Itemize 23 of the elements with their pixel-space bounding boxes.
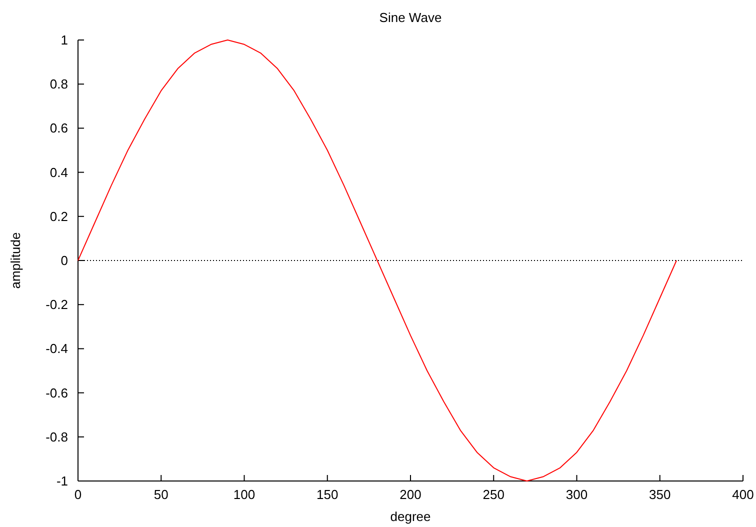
x-tick-label: 0 — [74, 487, 82, 502]
y-tick-label: -0.4 — [46, 341, 68, 356]
y-tick-label: 0.6 — [50, 120, 68, 136]
x-tick-label: 50 — [154, 487, 168, 502]
y-axis-title: amplitude — [8, 232, 23, 289]
y-tick-label: -0.6 — [46, 385, 68, 400]
chart-title: Sine Wave — [379, 10, 442, 25]
y-tick-label: -0.8 — [46, 429, 68, 444]
y-tick-label: 1 — [60, 32, 68, 48]
x-tick-label: 200 — [400, 487, 422, 502]
x-tick-label: 250 — [482, 487, 504, 502]
x-tick-label: 400 — [732, 487, 754, 502]
y-tick-label: -1 — [56, 474, 68, 488]
y-tick-label: 0.8 — [50, 76, 68, 92]
x-tick-label: 150 — [316, 487, 338, 502]
x-tick-label: 100 — [233, 487, 256, 502]
y-tick-label: 0.4 — [50, 164, 68, 180]
x-tick-label: 350 — [649, 487, 671, 502]
y-tick-label: 0 — [60, 253, 68, 268]
y-tick-label: -0.2 — [46, 297, 68, 312]
y-tick-label: 0.2 — [50, 208, 68, 224]
x-axis-title: degree — [390, 509, 431, 524]
x-tick-label: 300 — [566, 487, 588, 502]
